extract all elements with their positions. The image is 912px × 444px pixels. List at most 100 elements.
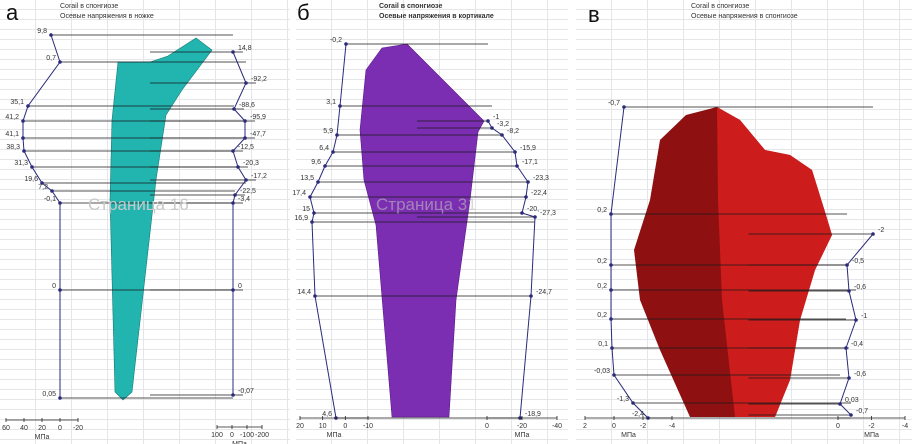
data-label: -22,5	[240, 188, 256, 195]
data-label: 0	[52, 283, 56, 290]
data-point	[612, 373, 616, 377]
stem-shape-a	[109, 37, 213, 401]
data-label: 38,3	[6, 144, 20, 151]
data-label: 4,6	[322, 411, 332, 418]
x-tick-label: 0	[230, 432, 234, 439]
data-point	[312, 211, 316, 215]
data-label: 0,7	[46, 55, 56, 62]
panel-label-a: а	[6, 0, 19, 25]
x-tick-label: 0	[612, 423, 616, 430]
x-tick-label: -4	[902, 423, 908, 430]
panel-label-b: б	[297, 0, 310, 25]
data-label: 0	[238, 283, 242, 290]
data-point	[30, 165, 34, 169]
data-label: -0,2	[330, 37, 342, 44]
x-axis-unit: МПа	[621, 432, 636, 439]
data-label: 31,3	[14, 160, 28, 167]
data-label: -22,4	[531, 190, 547, 197]
data-point	[243, 136, 247, 140]
data-point	[610, 346, 614, 350]
data-point	[244, 178, 248, 182]
data-point	[515, 164, 519, 168]
data-point	[845, 263, 849, 267]
data-label: -0,7	[608, 100, 620, 107]
data-point	[236, 165, 240, 169]
data-label: -20,	[527, 206, 539, 213]
data-point	[847, 289, 851, 293]
data-point	[58, 60, 62, 64]
data-label: 41,2	[5, 114, 19, 121]
data-label: -0,6	[854, 284, 866, 291]
data-point	[871, 232, 875, 236]
x-axis-unit: МПа	[864, 432, 879, 439]
data-label: -95,9	[250, 114, 266, 121]
data-point	[513, 150, 517, 154]
data-label: 15	[302, 206, 310, 213]
data-label: -3,4	[238, 196, 250, 203]
chart-title-a: Corail в спонгиозе Осевые напряжения в но…	[60, 3, 154, 20]
x-axis-unit: МПа	[515, 432, 530, 439]
data-point	[231, 201, 235, 205]
x-axis-unit: МПа	[232, 441, 247, 444]
data-point	[243, 119, 247, 123]
data-point	[609, 263, 613, 267]
data-point	[500, 133, 504, 137]
data-label: 17,4	[292, 190, 306, 197]
x-tick-label: 20	[38, 425, 46, 432]
data-label: -1,3	[617, 396, 629, 403]
data-label: 0,2	[597, 258, 607, 265]
x-axis-unit: МПа	[327, 432, 342, 439]
data-point	[310, 220, 314, 224]
data-point	[58, 396, 62, 400]
x-tick-label: 20	[296, 423, 304, 430]
data-label: -18,9	[525, 411, 541, 418]
x-tick-label: 0	[485, 423, 489, 430]
x-tick-label: 0	[343, 423, 347, 430]
data-label: -0,7	[856, 408, 868, 415]
data-point	[338, 104, 342, 108]
data-point	[231, 149, 235, 153]
femur-shape-b	[359, 43, 485, 418]
data-point	[331, 150, 335, 154]
data-point	[40, 181, 44, 185]
data-label: -0,4	[851, 341, 863, 348]
data-label: 9,8	[37, 28, 47, 35]
data-label: 14,4	[297, 289, 311, 296]
x-tick-label: -10	[363, 423, 373, 430]
data-label: -0,1	[44, 196, 56, 203]
data-point	[486, 119, 490, 123]
x-tick-label: 10	[319, 423, 327, 430]
data-point	[609, 288, 613, 292]
data-label: -0,6	[854, 371, 866, 378]
x-tick-label: -100	[240, 432, 254, 439]
data-point	[344, 42, 348, 46]
x-tick-label: 60	[2, 425, 10, 432]
data-label: -17,1	[522, 159, 538, 166]
data-label: -92,2	[251, 76, 267, 83]
data-label: -0,07	[238, 388, 254, 395]
data-point	[844, 346, 848, 350]
x-tick-label: 40	[20, 425, 28, 432]
stress-curve-right	[839, 233, 874, 416]
data-label: -20,3	[243, 160, 259, 167]
data-label: -2,4	[632, 411, 644, 418]
x-tick-label: -20	[517, 423, 527, 430]
data-label: 0,1	[598, 341, 608, 348]
data-label: 0,05	[42, 391, 56, 398]
data-point	[847, 376, 851, 380]
data-point	[231, 288, 235, 292]
chart-title-b: Corail в спонгиозе Осевые напряжения в ко…	[379, 3, 494, 20]
data-point	[524, 195, 528, 199]
data-point	[21, 136, 25, 140]
x-tick-label: 100	[211, 432, 223, 439]
x-tick-label: -40	[552, 423, 562, 430]
data-point	[490, 126, 494, 130]
data-point	[233, 193, 237, 197]
data-label: -15,9	[520, 145, 536, 152]
data-label: -47,7	[250, 131, 266, 138]
data-point	[26, 104, 30, 108]
x-tick-label: -200	[255, 432, 269, 439]
data-label: 0,2	[597, 312, 607, 319]
data-point	[22, 149, 26, 153]
